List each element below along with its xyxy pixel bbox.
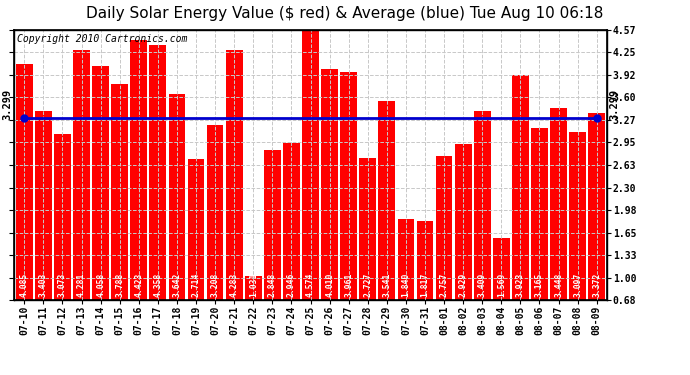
Text: 4.358: 4.358 bbox=[153, 273, 162, 297]
Bar bbox=[54, 134, 71, 300]
Bar bbox=[111, 84, 128, 300]
Text: 4.085: 4.085 bbox=[20, 273, 29, 297]
Text: 1.031: 1.031 bbox=[249, 273, 258, 297]
Text: 3.409: 3.409 bbox=[477, 273, 486, 297]
Bar bbox=[397, 219, 414, 300]
Text: 3.208: 3.208 bbox=[210, 273, 219, 297]
Text: 1.817: 1.817 bbox=[420, 273, 429, 297]
Text: 2.946: 2.946 bbox=[287, 273, 296, 297]
Bar bbox=[73, 50, 90, 300]
Text: 3.541: 3.541 bbox=[382, 273, 391, 297]
Bar bbox=[168, 94, 186, 300]
Text: 3.299: 3.299 bbox=[609, 88, 619, 120]
Text: 3.372: 3.372 bbox=[592, 273, 601, 297]
Bar bbox=[302, 30, 319, 300]
Text: 4.010: 4.010 bbox=[325, 273, 334, 297]
Bar bbox=[359, 158, 376, 300]
Text: 2.727: 2.727 bbox=[363, 273, 372, 297]
Text: 1.569: 1.569 bbox=[497, 273, 506, 297]
Bar bbox=[226, 50, 243, 300]
Text: 3.788: 3.788 bbox=[115, 273, 124, 297]
Text: 3.299: 3.299 bbox=[2, 88, 12, 120]
Bar bbox=[474, 111, 491, 300]
Text: 3.961: 3.961 bbox=[344, 273, 353, 297]
Bar bbox=[340, 72, 357, 300]
Text: 2.714: 2.714 bbox=[192, 273, 201, 297]
Text: Daily Solar Energy Value ($ red) & Average (blue) Tue Aug 10 06:18: Daily Solar Energy Value ($ red) & Avera… bbox=[86, 6, 604, 21]
Text: 3.165: 3.165 bbox=[535, 273, 544, 297]
Bar bbox=[417, 221, 433, 300]
Bar bbox=[493, 238, 510, 300]
Text: 2.757: 2.757 bbox=[440, 273, 449, 297]
Bar bbox=[531, 128, 548, 300]
Text: 4.574: 4.574 bbox=[306, 273, 315, 297]
Text: 3.097: 3.097 bbox=[573, 273, 582, 297]
Text: 3.642: 3.642 bbox=[172, 273, 181, 297]
Text: 3.403: 3.403 bbox=[39, 273, 48, 297]
Text: Copyright 2010 Cartronics.com: Copyright 2010 Cartronics.com bbox=[17, 34, 187, 44]
Bar bbox=[550, 108, 567, 300]
Text: 4.423: 4.423 bbox=[135, 273, 144, 297]
Bar bbox=[455, 144, 471, 300]
Bar bbox=[589, 113, 605, 300]
Bar bbox=[245, 276, 262, 300]
Text: 3.073: 3.073 bbox=[58, 273, 67, 297]
Text: 4.283: 4.283 bbox=[230, 273, 239, 297]
Text: 3.448: 3.448 bbox=[554, 273, 563, 297]
Bar bbox=[207, 124, 224, 300]
Bar bbox=[321, 69, 338, 300]
Bar bbox=[150, 45, 166, 300]
Bar bbox=[264, 150, 281, 300]
Text: 3.923: 3.923 bbox=[516, 273, 525, 297]
Bar bbox=[283, 143, 300, 300]
Bar bbox=[92, 66, 109, 300]
Bar bbox=[188, 159, 204, 300]
Text: 1.840: 1.840 bbox=[402, 273, 411, 297]
Text: 4.058: 4.058 bbox=[96, 273, 105, 297]
Bar bbox=[512, 75, 529, 300]
Bar bbox=[35, 111, 52, 300]
Bar bbox=[378, 101, 395, 300]
Bar bbox=[130, 40, 147, 300]
Bar bbox=[569, 132, 586, 300]
Bar bbox=[435, 156, 453, 300]
Text: 4.281: 4.281 bbox=[77, 273, 86, 297]
Text: 2.848: 2.848 bbox=[268, 273, 277, 297]
Text: 2.929: 2.929 bbox=[459, 273, 468, 297]
Bar bbox=[16, 64, 32, 300]
